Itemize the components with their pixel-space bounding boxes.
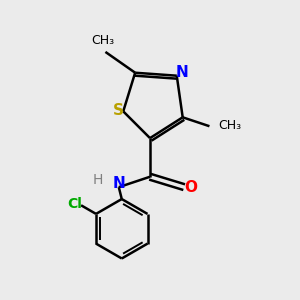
Text: N: N [112,176,125,191]
Text: O: O [184,180,197,195]
Text: N: N [176,64,188,80]
Text: H: H [93,173,103,187]
Text: S: S [112,103,123,118]
Text: CH₃: CH₃ [92,34,115,46]
Text: Cl: Cl [67,197,82,211]
Text: CH₃: CH₃ [218,119,241,132]
